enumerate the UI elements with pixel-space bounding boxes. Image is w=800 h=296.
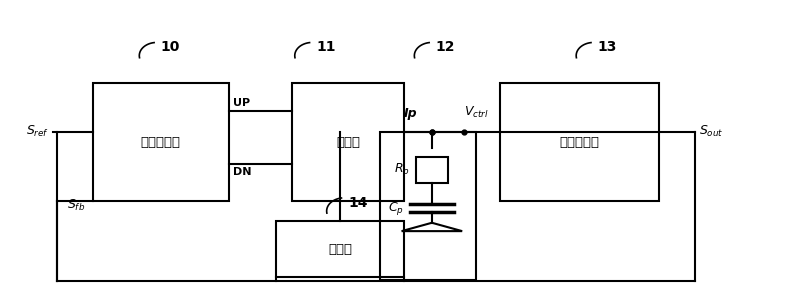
Bar <box>416 157 448 183</box>
Text: 14: 14 <box>348 196 368 210</box>
Text: $R_p$: $R_p$ <box>394 162 410 178</box>
Polygon shape <box>402 223 462 231</box>
Text: $V_{ctrl}$: $V_{ctrl}$ <box>464 105 489 120</box>
Text: DN: DN <box>233 167 251 177</box>
Bar <box>277 221 404 277</box>
Text: $S_{ref}$: $S_{ref}$ <box>26 124 50 139</box>
Text: 鉴频鉴相器: 鉴频鉴相器 <box>141 136 181 149</box>
Text: $C_p$: $C_p$ <box>388 200 403 217</box>
Bar <box>93 83 229 201</box>
Bar <box>380 132 476 280</box>
Text: UP: UP <box>233 98 250 108</box>
Text: 11: 11 <box>316 40 336 54</box>
Bar <box>500 83 659 201</box>
Text: 12: 12 <box>436 40 455 54</box>
Text: 13: 13 <box>598 40 617 54</box>
Text: 10: 10 <box>161 40 180 54</box>
Text: $S_{fb}$: $S_{fb}$ <box>66 197 85 213</box>
Text: $S_{out}$: $S_{out}$ <box>699 124 723 139</box>
Text: Ip: Ip <box>404 107 418 120</box>
Text: 压控振荡器: 压控振荡器 <box>559 136 599 149</box>
Text: 分频器: 分频器 <box>328 243 352 256</box>
Bar <box>292 83 404 201</box>
Text: 电荷泵: 电荷泵 <box>336 136 360 149</box>
